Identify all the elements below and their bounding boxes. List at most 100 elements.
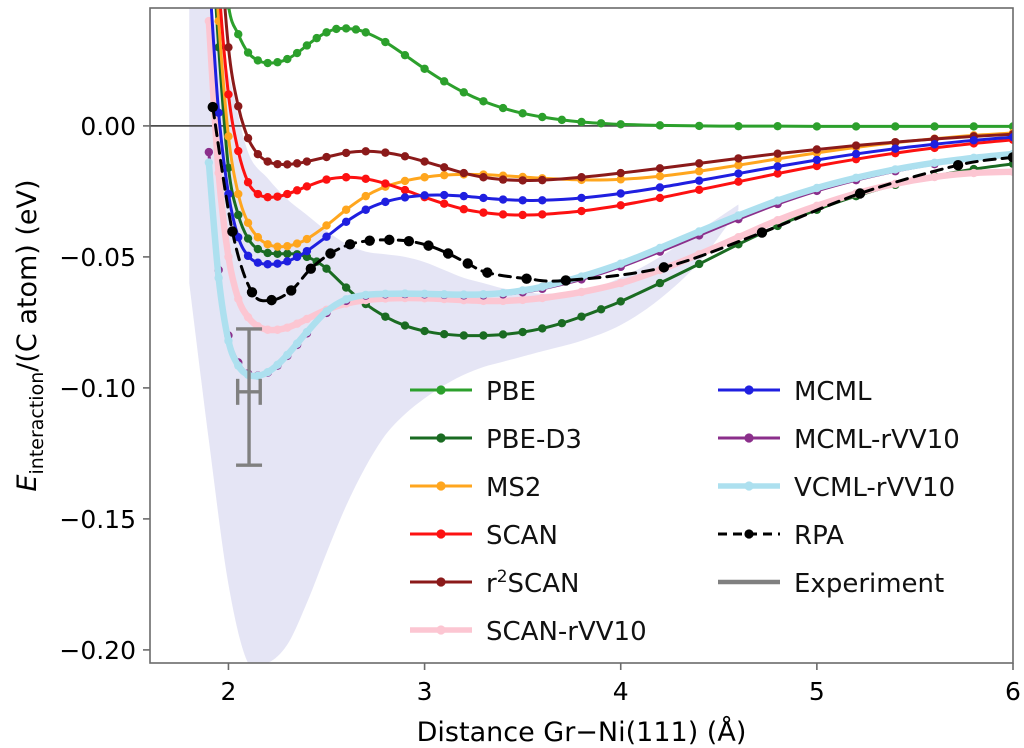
legend-item-scan-rvv10[interactable]: SCAN-rVV10 (410, 617, 647, 647)
legend-label: MCML (794, 377, 872, 407)
series-marker (361, 205, 370, 214)
series-marker (312, 33, 321, 43)
series-marker (440, 290, 449, 299)
y-axis-title-text: Einteraction/(C atom) (eV) (12, 179, 48, 491)
y-tick-label: −0.10 (59, 374, 136, 403)
series-marker (518, 196, 527, 205)
series-marker (577, 206, 586, 216)
series-marker (243, 134, 253, 143)
series-marker (283, 54, 292, 64)
series-marker (322, 232, 331, 241)
series-marker (283, 160, 292, 169)
series-marker (812, 122, 822, 131)
series-marker (538, 210, 547, 219)
y-axis-title: Einteraction/(C atom) (eV) (12, 179, 48, 491)
series-marker (253, 150, 263, 159)
series-marker (253, 258, 263, 267)
chart-legend: PBE PBE-D3 MS2 SCAN r2SCAN SCAN-rVV10 MCML MCML… (410, 377, 960, 647)
series-marker (694, 259, 704, 269)
series-marker (498, 175, 508, 184)
series-marker (655, 164, 665, 173)
legend-item-experiment[interactable]: Experiment (718, 569, 944, 599)
series-marker (538, 175, 547, 185)
series-marker (854, 188, 866, 199)
series-rpa (207, 101, 1013, 306)
series-marker (498, 210, 508, 219)
series-marker (243, 218, 253, 228)
series-marker (773, 169, 782, 178)
series-marker (243, 48, 253, 57)
series-marker (341, 205, 351, 214)
axes-spines (149, 7, 1014, 664)
series-marker (694, 167, 704, 176)
series-marker (851, 141, 861, 150)
legend-item-vcml-rvv10[interactable]: VCML-rVV10 (718, 473, 955, 503)
legend-item-rpa[interactable]: RPA (718, 521, 844, 551)
series-marker (616, 201, 625, 210)
series-marker (498, 103, 508, 113)
legend-marker (436, 625, 446, 635)
series-marker (381, 197, 390, 207)
series-marker (616, 278, 625, 288)
plot-border (149, 7, 1014, 664)
series-marker (518, 210, 527, 220)
legend-label: RPA (794, 521, 844, 551)
series-marker (214, 273, 223, 283)
legend-marker (436, 529, 446, 539)
series-marker (773, 196, 782, 205)
series-marker (658, 262, 670, 273)
series-marker (420, 289, 429, 299)
series-marker (322, 264, 331, 273)
legend-label: PBE-D3 (486, 425, 582, 455)
series-marker (420, 191, 429, 200)
series-marker (518, 295, 527, 305)
series-marker (773, 216, 782, 225)
series-marker (263, 260, 272, 269)
series-marker (655, 172, 665, 181)
y-tick-label: −0.15 (59, 505, 136, 534)
series-marker (1008, 132, 1013, 142)
series-marker (851, 122, 861, 131)
legend-item-scan[interactable]: SCAN (410, 521, 558, 551)
legend-item-pbe-d3[interactable]: PBE-D3 (410, 425, 582, 455)
legend-item-mcml-rvv10[interactable]: MCML-rVV10 (718, 425, 960, 455)
legend-label: SCAN-rVV10 (486, 617, 647, 647)
series-marker (596, 305, 606, 314)
series-marker (734, 169, 743, 178)
legend-item-mcml[interactable]: MCML (718, 377, 872, 407)
series-marker (930, 172, 939, 182)
series-marker (420, 64, 429, 73)
series-marker (462, 258, 473, 269)
series-marker (263, 192, 272, 202)
series-marker (560, 275, 572, 286)
legend-marker (744, 481, 754, 491)
legend-item-pbe[interactable]: PBE (410, 377, 536, 407)
series-marker (234, 189, 243, 199)
series-marker (400, 50, 410, 60)
y-tick-label: −0.05 (59, 243, 136, 272)
series-mcml (209, 8, 1013, 269)
legend-marker (744, 433, 754, 443)
series-marker (557, 115, 567, 125)
series-marker (361, 28, 370, 37)
series-marker (234, 210, 243, 220)
legend-item-r2scan[interactable]: r2SCAN (410, 567, 579, 599)
series-marker (734, 177, 743, 186)
y-tick-label: −0.20 (59, 636, 136, 665)
series-marker (253, 371, 263, 381)
series-marker (292, 339, 302, 348)
legend-item-ms2[interactable]: MS2 (410, 473, 541, 503)
series-marker (273, 192, 282, 201)
series-marker (440, 190, 449, 200)
series-marker (322, 307, 331, 316)
series-marker (224, 336, 233, 345)
series-marker (969, 168, 978, 178)
series-marker (969, 153, 978, 163)
series-marker (351, 25, 361, 34)
series-marker (292, 48, 302, 58)
series-marker (538, 293, 547, 303)
series-marker (234, 361, 243, 370)
series-marker (420, 326, 429, 336)
series-marker (305, 263, 317, 274)
series-marker (479, 193, 488, 203)
